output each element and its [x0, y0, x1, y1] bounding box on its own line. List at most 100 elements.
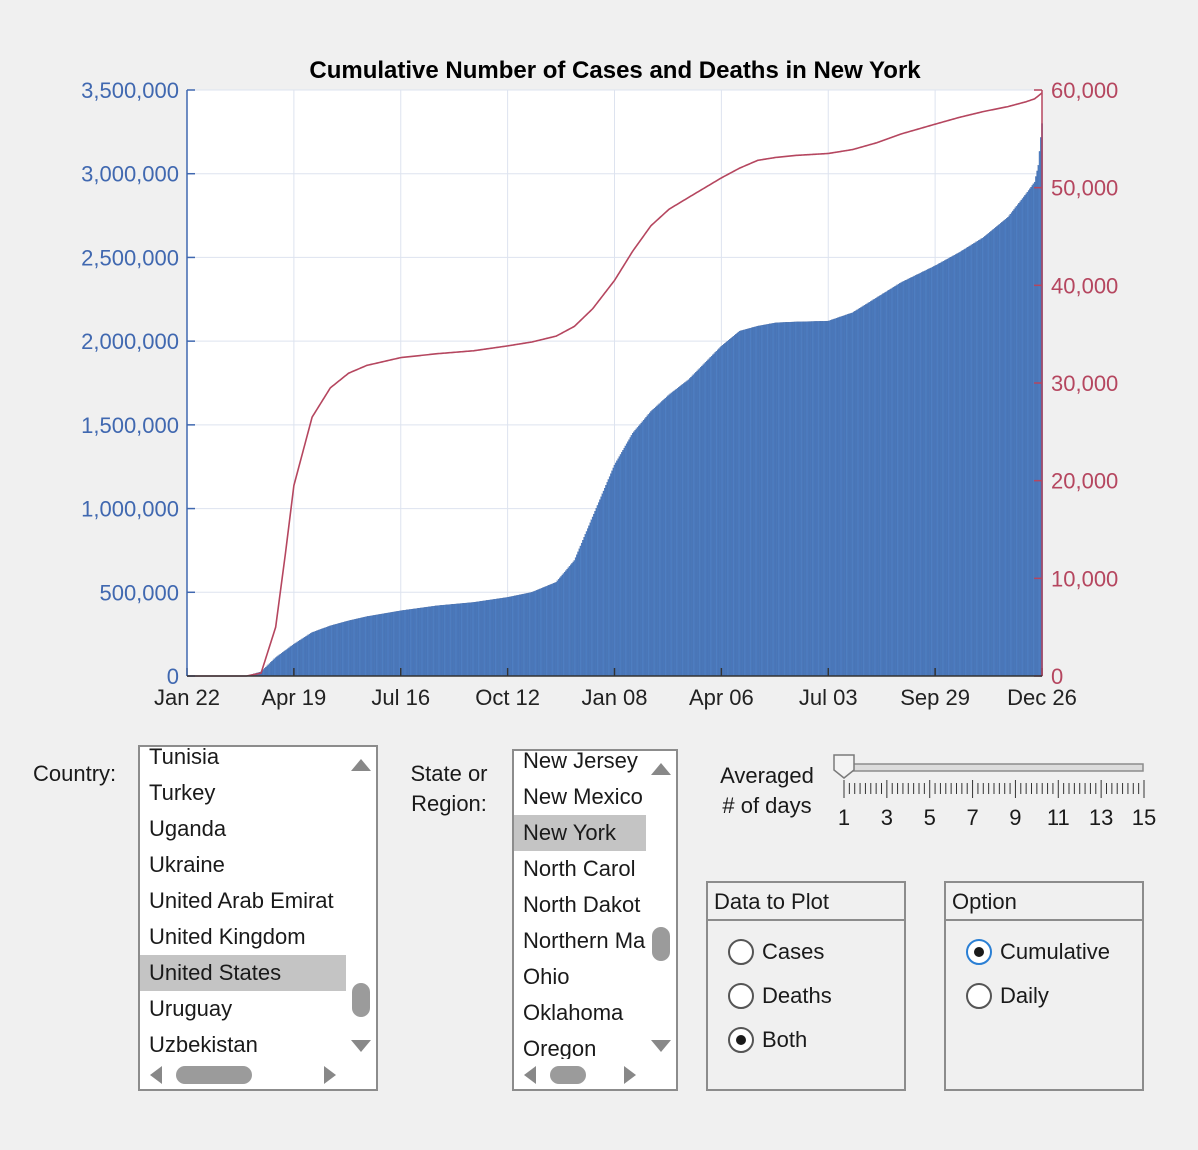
country-list-item[interactable]: Turkey [149, 780, 216, 805]
region-hscroll[interactable] [514, 1059, 676, 1089]
y-right-tick-label: 30,000 [1051, 371, 1118, 396]
data-to-plot-title: Data to Plot [708, 883, 904, 921]
country-hscroll[interactable] [140, 1059, 376, 1089]
y-right-tick-label: 0 [1051, 664, 1063, 689]
y-left-tick-label: 2,000,000 [81, 329, 179, 354]
region-list-item[interactable]: Oklahoma [523, 1000, 624, 1025]
x-tick-label: Apr 19 [261, 685, 326, 710]
country-vscroll[interactable] [346, 747, 376, 1059]
country-label: Country: [33, 761, 117, 786]
x-tick-label: Jul 16 [371, 685, 430, 710]
x-tick-label: Oct 12 [475, 685, 540, 710]
radio-label: Cumulative [1000, 939, 1111, 964]
y-left-tick-label: 2,500,000 [81, 245, 179, 270]
y-right-tick-label: 50,000 [1051, 176, 1118, 201]
country-listbox[interactable]: Tunisia Turkey Uganda Ukraine United Arab Em… [138, 745, 378, 1091]
country-list: Tunisia Turkey Uganda Ukraine United Arab Em… [140, 747, 346, 1059]
radio-label: Cases [762, 939, 825, 964]
region-list-item[interactable]: Ohio [523, 964, 570, 989]
region-list-item[interactable]: New York [514, 815, 646, 851]
slider-tick-label: 15 [1132, 805, 1156, 830]
scroll-right-icon[interactable] [324, 1066, 336, 1084]
slider-tick-label: 5 [924, 805, 936, 830]
cases-deaths-chart: Cumulative Number of Cases and Deaths in… [81, 57, 1118, 710]
scroll-right-icon[interactable] [624, 1066, 636, 1084]
scroll-thumb[interactable] [352, 983, 370, 1017]
region-list-item[interactable]: New Jersey [523, 751, 638, 773]
slider-tick-label: 1 [838, 805, 850, 830]
country-list-item[interactable]: Tunisia [149, 747, 220, 769]
region-vscroll[interactable] [646, 751, 676, 1059]
slider-ticks: 1 3 5 7 9 11 13 15 [838, 780, 1156, 830]
y-left-tick-label: 0 [167, 664, 179, 689]
y-left-tick-label: 1,500,000 [81, 413, 179, 438]
y-right-tick-label: 60,000 [1051, 78, 1118, 103]
radio-label: Deaths [762, 983, 832, 1008]
radio-label: Both [762, 1027, 808, 1052]
slider-tick-label: 7 [966, 805, 978, 830]
region-list: New Jersey New Mexico New York North Carol N… [514, 751, 646, 1059]
region-list-item[interactable]: Northern Ma [523, 928, 646, 953]
x-tick-label: Jul 03 [799, 685, 858, 710]
radio-button-icon[interactable] [966, 939, 992, 965]
region-label-line2: Region: [411, 791, 487, 816]
scroll-up-icon[interactable] [651, 763, 671, 775]
avg-days-label: Averaged # of days [712, 761, 822, 821]
country-list-item[interactable]: Uzbekistan [149, 1032, 258, 1057]
radio-button-icon[interactable] [728, 1027, 754, 1053]
x-tick-label: Sep 29 [900, 685, 970, 710]
avg-days-slider[interactable]: 1 3 5 7 9 11 13 15 [828, 750, 1168, 840]
radio-button-icon[interactable] [728, 983, 754, 1009]
y-right-tick-label: 10,000 [1051, 566, 1118, 591]
region-label-line1: State or [410, 761, 488, 786]
y-left-tick-label: 1,000,000 [81, 497, 179, 522]
x-tick-label: Jan 08 [581, 685, 647, 710]
slider-tick-label: 3 [881, 805, 893, 830]
radio-button-icon[interactable] [966, 983, 992, 1009]
country-list-item[interactable]: United States [140, 955, 346, 991]
slider-tick-label: 13 [1089, 805, 1113, 830]
avg-days-label-line1: Averaged [720, 763, 814, 788]
scroll-thumb[interactable] [652, 927, 670, 961]
country-list-item[interactable]: United Kingdom [149, 924, 306, 949]
deaths-line [187, 92, 1043, 677]
scroll-up-icon[interactable] [351, 759, 371, 771]
avg-days-label-line2: # of days [722, 793, 812, 818]
y-left-tick-label: 3,000,000 [81, 162, 179, 187]
scroll-down-icon[interactable] [651, 1040, 671, 1052]
data-to-plot-panel: Data to Plot Cases Deaths Both [706, 881, 906, 1091]
region-list-item[interactable]: New Mexico [523, 784, 643, 809]
slider-track[interactable] [839, 763, 1144, 772]
y-left-tick-label: 500,000 [99, 580, 179, 605]
country-list-item[interactable]: Uruguay [149, 996, 233, 1021]
region-list-item[interactable]: North Carol [523, 856, 636, 881]
scroll-left-icon[interactable] [150, 1066, 162, 1084]
y-left-tick-label: 3,500,000 [81, 78, 179, 103]
hscroll-thumb[interactable] [176, 1066, 252, 1084]
country-list-item[interactable]: Uganda [149, 816, 227, 841]
scroll-down-icon[interactable] [351, 1040, 371, 1052]
y-right-tick-label: 40,000 [1051, 273, 1118, 298]
radio-label: Daily [1000, 983, 1049, 1008]
country-list-item[interactable]: United Arab Emirat [149, 888, 334, 913]
hscroll-thumb[interactable] [550, 1066, 586, 1084]
x-tick-label: Jan 22 [154, 685, 220, 710]
slider-tick-label: 11 [1047, 805, 1070, 830]
chart-axes: 0 500,000 1,000,000 1,500,000 2,000,000 2,500… [81, 78, 1118, 710]
option-panel-title: Option [946, 883, 1142, 921]
radio-button-icon[interactable] [728, 939, 754, 965]
cases-bars [246, 123, 1043, 677]
x-tick-label: Apr 06 [689, 685, 754, 710]
x-tick-label: Dec 26 [1007, 685, 1077, 710]
region-listbox[interactable]: New Jersey New Mexico New York North Carol N… [512, 749, 678, 1091]
slider-thumb[interactable] [833, 754, 855, 779]
y-right-tick-label: 20,000 [1051, 469, 1118, 494]
slider-tick-label: 9 [1009, 805, 1021, 830]
country-list-item[interactable]: Ukraine [149, 852, 225, 877]
option-panel: Option Cumulative Daily [944, 881, 1144, 1091]
region-label: State or Region: [406, 759, 492, 819]
region-list-item[interactable]: Oregon [523, 1036, 597, 1059]
scroll-left-icon[interactable] [524, 1066, 536, 1084]
chart-title: Cumulative Number of Cases and Deaths in… [309, 57, 921, 84]
region-list-item[interactable]: North Dakot [523, 892, 641, 917]
